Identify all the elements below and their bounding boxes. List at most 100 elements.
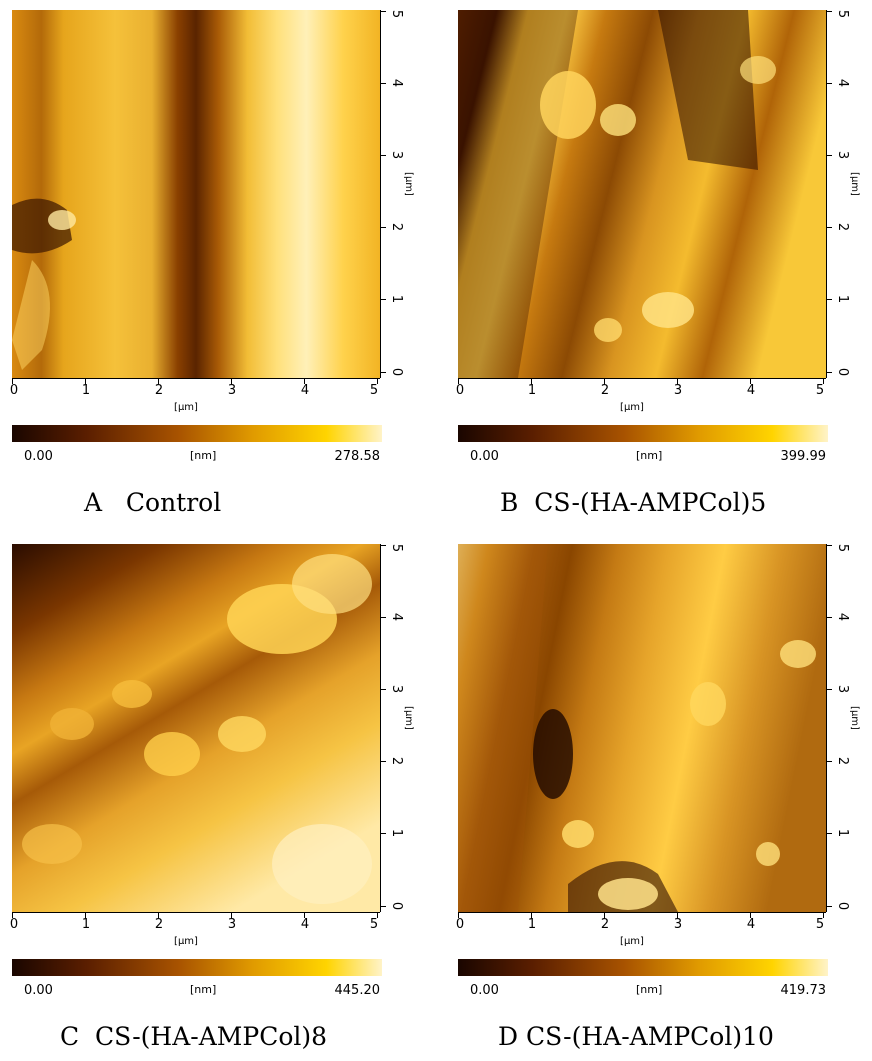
caption-text: CS-(HA-AMPCol)5 xyxy=(534,488,767,517)
colorbar-max: 419.73 xyxy=(780,983,827,998)
y-tick xyxy=(380,833,386,834)
x-tick xyxy=(231,912,232,918)
y-tick-label: 1 xyxy=(389,828,404,838)
caption-text: Control xyxy=(125,488,222,517)
y-tick-label: 2 xyxy=(835,222,850,232)
y-tick-label: 2 xyxy=(389,756,404,766)
y-axis-unit: [µm] xyxy=(403,172,414,196)
y-tick xyxy=(826,617,832,618)
x-axis-unit: [µm] xyxy=(620,402,644,413)
y-tick xyxy=(380,761,386,762)
height-colorbar xyxy=(458,425,828,442)
x-tick xyxy=(531,378,532,384)
caption-letter: B xyxy=(500,488,519,517)
x-tick xyxy=(604,912,605,918)
y-tick xyxy=(380,11,386,12)
caption-text: CS-(HA-AMPCol)10 xyxy=(526,1022,774,1051)
x-tick xyxy=(304,378,305,384)
caption-text: CS-(HA-AMPCol)8 xyxy=(95,1022,328,1051)
x-tick-label: 2 xyxy=(600,383,610,398)
colorbar-min: 0.00 xyxy=(470,449,499,464)
colorbar-unit: [nm] xyxy=(190,983,217,996)
panel-caption: B CS-(HA-AMPCol)5 xyxy=(446,488,872,517)
y-tick xyxy=(826,906,832,907)
x-tick xyxy=(231,378,232,384)
x-tick-label: 4 xyxy=(746,917,756,932)
y-tick xyxy=(380,689,386,690)
y-axis-unit: [µm] xyxy=(849,706,860,730)
caption-letter: C xyxy=(60,1022,80,1051)
x-tick xyxy=(458,912,459,918)
y-tick-label: 5 xyxy=(389,9,404,19)
x-tick-label: 1 xyxy=(81,917,91,932)
x-tick-label: 5 xyxy=(369,383,379,398)
panel-a: 0 1 2 3 4 5 [µm] 0 1 2 3 4 5 [µm] 0.00 [… xyxy=(0,0,436,527)
y-tick xyxy=(380,299,386,300)
x-tick-label: 3 xyxy=(673,917,683,932)
y-tick-label: 3 xyxy=(835,150,850,160)
afm-surface-c xyxy=(12,544,380,912)
y-tick-label: 4 xyxy=(835,612,850,622)
x-tick-label: 1 xyxy=(527,917,537,932)
x-tick xyxy=(750,912,751,918)
x-tick xyxy=(158,378,159,384)
y-tick-label: 0 xyxy=(835,367,850,377)
x-axis-line xyxy=(458,912,826,913)
panel-c: 0 1 2 3 4 5 [µm] 0 1 2 3 4 5 [µm] 0.00 [… xyxy=(0,534,436,1061)
height-colorbar xyxy=(12,959,382,976)
y-tick xyxy=(826,11,832,12)
y-tick xyxy=(380,617,386,618)
y-tick xyxy=(380,372,386,373)
x-tick-label: 0 xyxy=(455,917,465,932)
x-tick xyxy=(158,912,159,918)
afm-surface-a xyxy=(12,10,380,378)
x-tick xyxy=(531,912,532,918)
x-axis-unit: [µm] xyxy=(174,402,198,413)
x-tick xyxy=(304,912,305,918)
x-tick-label: 3 xyxy=(227,917,237,932)
x-tick xyxy=(12,912,13,918)
colorbar-min: 0.00 xyxy=(24,983,53,998)
y-tick xyxy=(826,83,832,84)
height-colorbar xyxy=(12,425,382,442)
x-tick-label: 3 xyxy=(673,383,683,398)
colorbar-min: 0.00 xyxy=(470,983,499,998)
y-tick-label: 3 xyxy=(389,150,404,160)
afm-image-5 xyxy=(458,10,826,378)
y-axis-line xyxy=(380,10,381,378)
x-tick-label: 5 xyxy=(815,383,825,398)
x-tick-label: 2 xyxy=(154,917,164,932)
y-tick xyxy=(380,83,386,84)
y-tick-label: 1 xyxy=(835,828,850,838)
x-tick xyxy=(458,378,459,384)
y-tick-label: 2 xyxy=(835,756,850,766)
x-tick xyxy=(85,912,86,918)
y-axis-line xyxy=(380,544,381,912)
y-tick-label: 0 xyxy=(389,901,404,911)
y-tick xyxy=(826,761,832,762)
x-tick-label: 1 xyxy=(527,383,537,398)
x-tick-label: 0 xyxy=(9,917,19,932)
y-tick xyxy=(380,227,386,228)
caption-letter: A xyxy=(84,488,103,517)
panel-caption: D CS-(HA-AMPCol)10 xyxy=(446,1022,872,1051)
y-tick xyxy=(380,545,386,546)
x-tick-label: 2 xyxy=(600,917,610,932)
y-tick-label: 5 xyxy=(835,9,850,19)
y-tick-label: 2 xyxy=(389,222,404,232)
y-tick-label: 1 xyxy=(835,294,850,304)
x-axis-line xyxy=(12,912,380,913)
y-tick xyxy=(380,155,386,156)
y-tick-label: 4 xyxy=(835,78,850,88)
x-axis-line xyxy=(458,378,826,379)
y-tick xyxy=(826,545,832,546)
colorbar-max: 399.99 xyxy=(780,449,827,464)
colorbar-unit: [nm] xyxy=(636,449,663,462)
panel-b: 0 1 2 3 4 5 [µm] 0 1 2 3 4 5 [µm] 0.00 [… xyxy=(446,0,872,527)
x-tick-label: 4 xyxy=(746,383,756,398)
y-axis-line xyxy=(826,544,827,912)
x-axis-line xyxy=(12,378,380,379)
y-tick-label: 5 xyxy=(835,543,850,553)
x-tick xyxy=(823,378,824,384)
y-tick-label: 1 xyxy=(389,294,404,304)
